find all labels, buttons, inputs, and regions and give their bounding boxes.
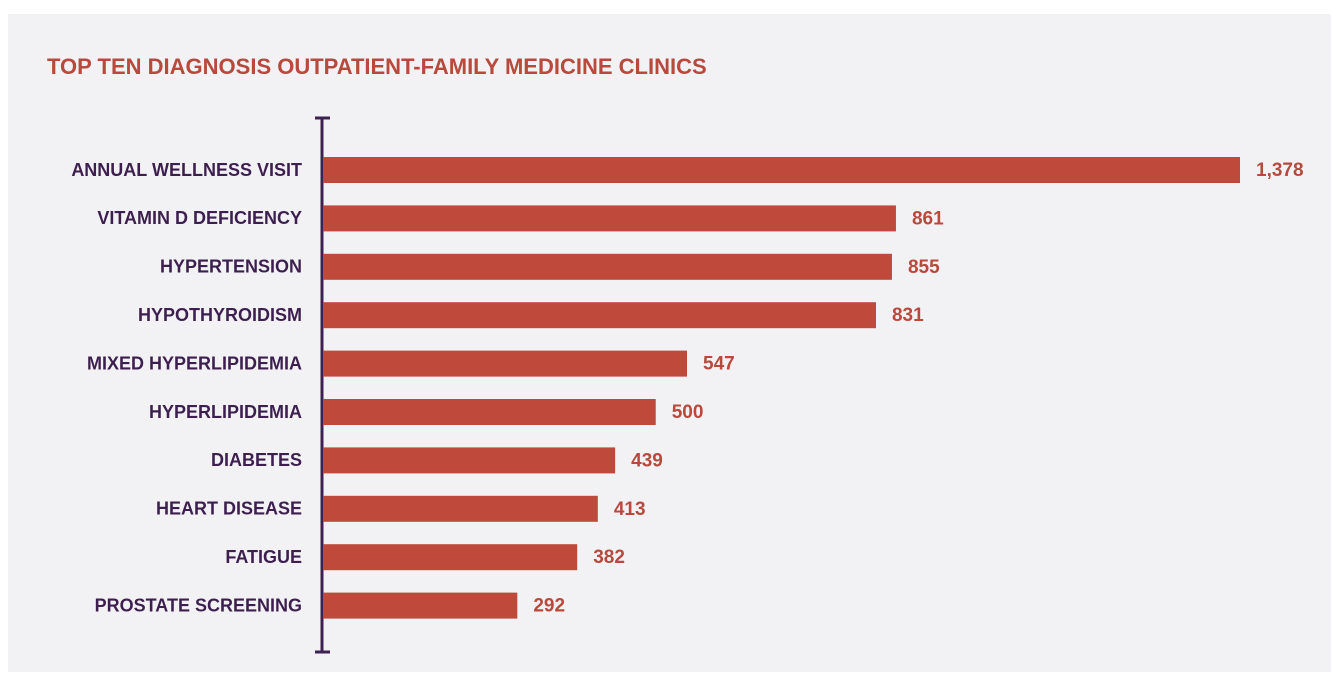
value-label: 831 — [892, 305, 924, 326]
value-label: 547 — [703, 354, 735, 375]
value-label: 292 — [533, 596, 565, 617]
panel — [8, 14, 1331, 672]
value-label: 861 — [912, 208, 944, 229]
value-label: 500 — [672, 402, 704, 423]
category-label: HYPERLIPIDEMIA — [149, 402, 302, 422]
value-label: 855 — [908, 257, 940, 278]
bar — [323, 302, 876, 329]
category-label: FATIGUE — [225, 547, 302, 567]
bar — [323, 157, 1240, 183]
bar — [323, 544, 578, 571]
category-label: DIABETES — [211, 450, 302, 470]
bar — [323, 350, 688, 377]
bar — [323, 592, 518, 619]
value-label: 1,378 — [1256, 160, 1304, 181]
bar — [323, 447, 616, 474]
category-label: MIXED HYPERLIPIDEMIA — [87, 353, 302, 373]
value-label: 413 — [614, 499, 646, 520]
category-label: PROSTATE SCREENING — [95, 595, 302, 615]
bar — [323, 253, 892, 280]
category-label: VITAMIN D DEFICIENCY — [97, 208, 302, 228]
chart-title: TOP TEN DIAGNOSIS OUTPATIENT-FAMILY MEDI… — [47, 54, 707, 79]
bar — [323, 495, 598, 522]
bar — [323, 205, 896, 232]
value-label: 439 — [631, 450, 663, 471]
category-label: HYPERTENSION — [160, 257, 302, 277]
value-label: 382 — [593, 547, 625, 568]
category-label: HYPOTHYROIDISM — [138, 305, 302, 325]
category-label: ANNUAL WELLNESS VISIT — [71, 160, 302, 180]
bar — [323, 399, 656, 425]
category-label: HEART DISEASE — [156, 499, 302, 519]
